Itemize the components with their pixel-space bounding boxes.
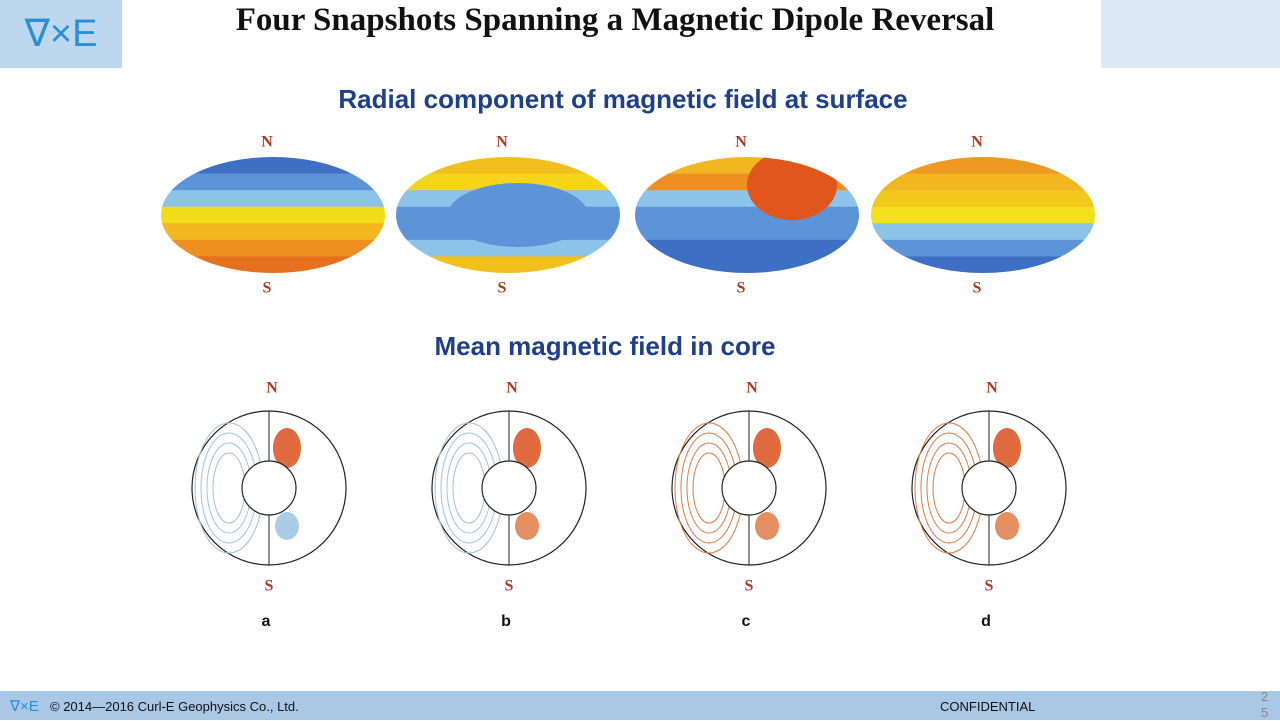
flux [993,428,1021,468]
figure: Radial component of magnetic field at su… [161,84,1095,630]
band [161,239,385,258]
surface-map [635,157,859,273]
band [161,190,385,208]
band [396,157,620,175]
band [871,206,1095,225]
panel-label: d [981,613,991,630]
inner-core [961,460,1017,516]
band [871,256,1095,273]
north-label: N [986,380,998,397]
panel-label: b [501,613,511,630]
flux [515,512,539,540]
band [871,239,1095,258]
band [161,223,385,241]
footer: ∇×E © 2014—2016 Curl-E Geophysics Co., L… [0,689,1280,720]
core-map [431,410,587,566]
north-label: N [496,134,508,151]
flux [273,428,301,468]
north-label: N [735,134,747,151]
core-map [191,410,347,566]
flux [753,428,781,468]
band [635,206,859,225]
inner-core [241,460,297,516]
band [871,173,1095,192]
band [161,173,385,192]
core-heading: Mean magnetic field in core [435,331,776,361]
south-label: S [505,578,514,595]
flux [275,512,299,540]
north-label: N [506,380,518,397]
south-label: S [745,578,754,595]
page-number: 25 [1261,689,1269,720]
blob [747,157,837,220]
band [635,157,859,175]
band [161,206,385,225]
core-map [911,410,1067,566]
surface-map [161,157,385,273]
band [396,256,620,273]
logo: ∇×E [0,0,122,68]
north-label: N [971,134,983,151]
flux [755,512,779,540]
core-map [671,410,827,566]
inner-core [721,460,777,516]
south-label: S [985,578,994,595]
surface-map [396,157,620,273]
title: Four Snapshots Spanning a Magnetic Dipol… [235,2,995,38]
band [635,256,859,273]
surface-heading: Radial component of magnetic field at su… [338,84,907,114]
blob [448,183,588,247]
band [871,190,1095,208]
band [161,256,385,273]
south-label: S [263,280,272,297]
band [635,223,859,241]
south-label: S [265,578,274,595]
south-label: S [498,280,507,297]
surface-map [871,157,1095,273]
south-label: S [973,280,982,297]
flux [513,428,541,468]
footer-logo: ∇×E [10,698,39,715]
band [161,157,385,175]
band [396,173,620,192]
inner-core [481,460,537,516]
band [635,239,859,258]
confidential: CONFIDENTIAL [940,699,1036,714]
band [871,157,1095,175]
band [396,239,620,258]
copyright: © 2014—2016 Curl-E Geophysics Co., Ltd. [50,699,299,714]
north-label: N [266,380,278,397]
panel-label: c [742,613,751,630]
header-box [1101,0,1280,68]
north-label: N [261,134,273,151]
band [871,223,1095,241]
south-label: S [737,280,746,297]
north-label: N [746,380,758,397]
panel-label: a [262,613,271,630]
flux [995,512,1019,540]
